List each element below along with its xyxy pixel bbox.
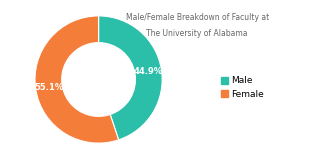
Text: 44.9%: 44.9% <box>134 67 163 76</box>
Text: The University of Alabama: The University of Alabama <box>146 29 248 38</box>
Text: 55.1%: 55.1% <box>34 83 64 92</box>
Text: Male/Female Breakdown of Faculty at: Male/Female Breakdown of Faculty at <box>126 13 269 22</box>
Wedge shape <box>99 16 162 140</box>
Wedge shape <box>35 16 119 143</box>
Legend: Male, Female: Male, Female <box>221 76 264 99</box>
